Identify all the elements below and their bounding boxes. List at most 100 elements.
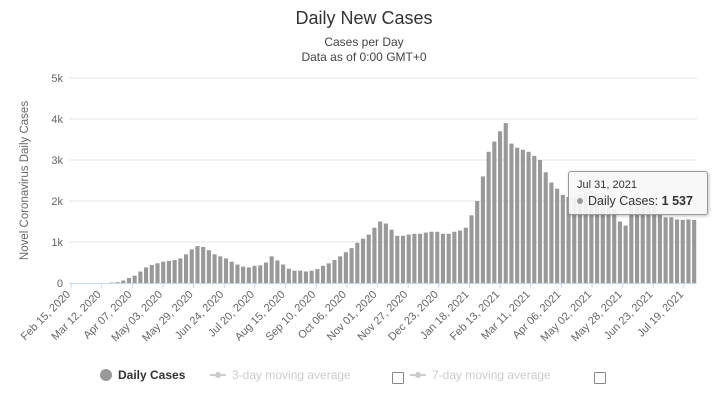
bar[interactable]: [418, 233, 423, 283]
bar[interactable]: [206, 250, 211, 283]
bar[interactable]: [246, 267, 251, 283]
bar[interactable]: [526, 151, 531, 283]
bar[interactable]: [577, 194, 583, 283]
bar[interactable]: [492, 141, 497, 283]
bar[interactable]: [172, 260, 177, 283]
bar[interactable]: [663, 217, 668, 283]
bar[interactable]: [366, 234, 371, 283]
bar[interactable]: [349, 248, 354, 283]
bar[interactable]: [617, 221, 622, 284]
bar[interactable]: [252, 265, 257, 283]
bar[interactable]: [309, 270, 314, 283]
bar[interactable]: [383, 223, 388, 283]
bar[interactable]: [480, 176, 485, 283]
bar[interactable]: [423, 232, 428, 283]
bar[interactable]: [218, 256, 223, 283]
bar[interactable]: [475, 201, 480, 283]
bar[interactable]: [258, 265, 263, 283]
bar[interactable]: [532, 155, 537, 283]
bar[interactable]: [183, 254, 189, 283]
bar[interactable]: [686, 219, 691, 283]
bar[interactable]: [458, 230, 463, 283]
bar[interactable]: [332, 260, 337, 283]
bar[interactable]: [360, 238, 366, 283]
bar[interactable]: [201, 246, 206, 283]
bar[interactable]: [583, 192, 588, 283]
bar[interactable]: [241, 266, 246, 283]
bar[interactable]: [600, 196, 605, 283]
bar[interactable]: [161, 261, 166, 283]
bar[interactable]: [298, 270, 303, 283]
bar[interactable]: [543, 172, 548, 283]
bar[interactable]: [537, 160, 543, 283]
bar[interactable]: [612, 209, 617, 283]
bar[interactable]: [326, 263, 331, 283]
bar[interactable]: [149, 264, 154, 283]
bar[interactable]: [400, 235, 406, 283]
bar[interactable]: [452, 231, 457, 283]
bar[interactable]: [406, 234, 411, 283]
bar[interactable]: [269, 256, 274, 283]
bar[interactable]: [372, 227, 377, 283]
bar[interactable]: [674, 219, 680, 283]
bar[interactable]: [589, 190, 594, 283]
bar[interactable]: [223, 258, 229, 283]
bar[interactable]: [338, 256, 343, 283]
bar[interactable]: [178, 258, 183, 283]
bar[interactable]: [235, 264, 240, 283]
bar[interactable]: [572, 196, 577, 283]
bar[interactable]: [515, 147, 520, 283]
bar[interactable]: [429, 231, 434, 283]
bar[interactable]: [566, 196, 571, 283]
bar[interactable]: [292, 270, 297, 283]
bar[interactable]: [440, 233, 446, 283]
bar[interactable]: [446, 233, 451, 283]
bar[interactable]: [555, 188, 560, 283]
bar[interactable]: [395, 235, 400, 283]
bar[interactable]: [652, 205, 657, 283]
bar[interactable]: [634, 201, 640, 283]
bar[interactable]: [680, 219, 685, 283]
legend-item-daily-cases[interactable]: Daily Cases: [100, 368, 185, 382]
bar[interactable]: [281, 264, 286, 283]
bar[interactable]: [132, 275, 137, 283]
bar-series[interactable]: [109, 123, 697, 284]
legend-item-7day-average[interactable]: 7-day moving average: [410, 368, 551, 382]
bar[interactable]: [657, 213, 662, 283]
bar[interactable]: [378, 221, 383, 284]
bar[interactable]: [595, 192, 600, 283]
bar[interactable]: [343, 252, 348, 283]
bar[interactable]: [355, 242, 360, 283]
bar[interactable]: [303, 271, 308, 283]
bar[interactable]: [497, 131, 503, 283]
bar[interactable]: [469, 215, 474, 283]
bar[interactable]: [389, 229, 394, 283]
legend-item-3day-average[interactable]: 3-day moving average: [210, 368, 351, 382]
bar[interactable]: [263, 262, 269, 284]
bar[interactable]: [435, 231, 440, 283]
bar[interactable]: [623, 225, 628, 283]
bar[interactable]: [275, 260, 280, 283]
bar[interactable]: [195, 246, 200, 283]
bar[interactable]: [606, 201, 611, 283]
bar[interactable]: [212, 254, 217, 283]
bar[interactable]: [560, 194, 565, 283]
bar[interactable]: [520, 149, 525, 283]
bar[interactable]: [121, 280, 126, 283]
bar[interactable]: [126, 278, 132, 283]
bar[interactable]: [463, 227, 468, 283]
bar[interactable]: [229, 261, 234, 283]
bar[interactable]: [669, 217, 674, 283]
bar[interactable]: [509, 143, 514, 283]
bar[interactable]: [646, 201, 651, 283]
bar[interactable]: [629, 205, 634, 283]
bar[interactable]: [315, 269, 320, 283]
bar[interactable]: [692, 219, 697, 283]
bar[interactable]: [320, 265, 326, 283]
bar[interactable]: [503, 123, 508, 283]
bar[interactable]: [486, 151, 491, 283]
legend-checkbox-7day[interactable]: [594, 372, 606, 384]
bar[interactable]: [412, 233, 417, 283]
bar[interactable]: [286, 268, 291, 283]
